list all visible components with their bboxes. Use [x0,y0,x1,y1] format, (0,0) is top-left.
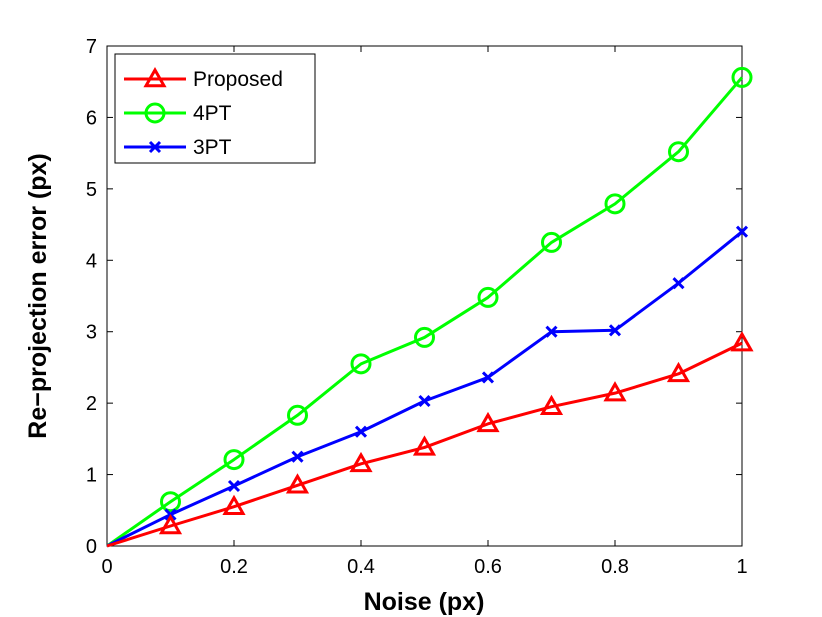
data-point-4pt [668,141,689,163]
y-tick-label: 1 [86,465,97,487]
data-point-4pt [541,231,562,253]
data-point-4pt [350,353,372,375]
y-axis-title: Re−projection error (px) [24,153,52,438]
x-tick-label: 0.4 [347,556,375,578]
y-tick-label: 2 [86,393,97,415]
data-point-proposed [730,331,754,352]
data-point-3pt [735,225,749,238]
data-point-4pt [477,286,499,308]
data-point-3pt [608,324,622,337]
data-point-3pt [354,425,368,438]
data-point-proposed [222,494,246,515]
data-point-3pt [481,371,495,384]
series-3pt [106,225,749,548]
x-tick-label: 0.8 [601,556,629,578]
legend-label-proposed: Proposed [193,68,283,91]
series-4pt [106,66,753,548]
data-point-4pt [223,449,245,471]
x-tick-label: 0.6 [474,556,502,578]
y-tick-label: 5 [86,179,97,201]
legend-label-3pt: 3PT [193,136,232,159]
data-point-3pt [418,394,431,408]
y-tick-label: 0 [86,536,97,558]
data-point-proposed [603,381,627,402]
data-point-3pt [227,479,241,493]
x-axis: 0 0.2 0.4 0.6 0.8 1 [101,46,748,578]
series-line-proposed [106,341,743,548]
data-point-proposed [158,513,183,535]
data-point-4pt [604,193,626,215]
y-tick-label: 3 [86,322,97,344]
data-point-proposed [666,361,691,383]
legend-entry-3pt: 3PT [124,136,232,159]
legend-entry-4pt: 4PT [124,102,232,125]
x-axis-title: Noise (px) [364,588,485,616]
x-tick-label: 0.2 [220,556,248,578]
data-point-4pt [414,326,435,348]
data-point-3pt [672,277,685,290]
legend-label-4pt: 4PT [193,102,232,125]
x-tick-label: 0 [101,556,112,578]
series-line-4pt [106,76,744,548]
data-point-proposed [539,394,564,415]
legend-marker-proposed [143,66,167,88]
y-axis: 0 1 2 3 4 5 6 7 [86,36,742,558]
data-point-proposed [476,411,500,433]
series-proposed [106,331,754,548]
y-tick-label: 7 [86,36,97,58]
data-point-proposed [285,473,310,494]
data-point-3pt [545,325,558,338]
legend-entry-proposed: Proposed [124,66,283,91]
data-point-4pt [287,404,308,426]
legend-marker-4pt [144,102,166,124]
data-point-3pt [291,450,304,463]
y-tick-label: 4 [86,250,97,272]
y-tick-label: 6 [86,107,97,129]
data-point-4pt [160,491,181,513]
legend-marker-3pt [148,140,162,154]
data-point-proposed [412,435,437,456]
data-point-proposed [349,451,373,473]
legend: Proposed 4PT 3PT [114,53,316,164]
series-layer [106,66,754,548]
data-point-4pt [731,66,753,88]
x-tick-label: 1 [736,556,747,578]
